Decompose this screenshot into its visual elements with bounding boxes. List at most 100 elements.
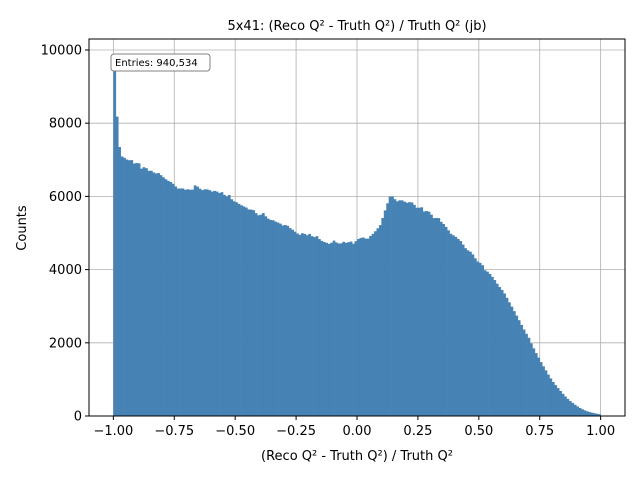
histogram-bar [395,201,399,416]
histogram-bar [556,388,560,416]
histogram-bar [264,216,268,416]
histogram-bar [359,238,363,416]
histogram-bar [522,329,526,416]
histogram-bar [430,214,433,416]
histogram-bar [149,170,153,416]
histogram-bar [544,370,548,416]
x-axis-ticks: −1.00 −0.75 −0.50 −0.25 0.00 0.25 0.50 0.75 1.00 [93,416,615,439]
histogram-bar [271,220,275,416]
histogram-bar [232,201,236,416]
histogram-bar [188,189,192,416]
histogram-bar [203,189,207,416]
y-axis-label: Counts [15,205,30,251]
histogram-bar [461,244,465,416]
histogram-bar [420,207,424,416]
histogram-bar [169,181,173,416]
histogram-bar [393,199,397,416]
x-tick-label: 0.75 [525,424,554,439]
histogram-bar [405,202,409,416]
histogram-bar [476,261,480,416]
histogram-bar [469,251,472,416]
histogram-bar [269,219,273,416]
histogram-bar [551,381,555,416]
histogram-bar [391,196,394,416]
histogram-bar [152,172,156,416]
histogram-bar [559,390,562,416]
x-tick-label: −0.75 [154,424,194,439]
histogram-bar [244,207,248,416]
x-tick-label: −0.25 [276,424,316,439]
histogram-bar [576,406,580,416]
histogram-bar [505,297,509,416]
histogram-bar [598,414,601,416]
histogram-bar [339,243,343,416]
histogram-bar [171,183,175,416]
histogram-bar [444,226,448,416]
histogram-bar [590,412,594,416]
histogram-bar [459,241,463,416]
histogram-bar [381,218,385,416]
histogram-bar [223,194,226,416]
histogram-bar [140,168,143,416]
histogram-bar [454,236,458,416]
histogram-bar [493,280,497,416]
entries-annotation: Entries: 940,534 [110,53,211,72]
histogram-bar [193,185,197,416]
histogram-bar [537,357,541,416]
histogram-bar [332,240,336,416]
histogram-bar [125,159,129,417]
entries-annotation-text: Entries: 940,534 [115,58,198,69]
histogram-bar [464,248,467,416]
histogram-bar [534,353,538,416]
histogram-bar [508,302,511,416]
histogram-bar [279,223,282,416]
histogram-bar [266,218,270,416]
histogram-bar [300,233,304,416]
histogram-bar [425,210,428,416]
histogram-bar [344,242,348,416]
histogram-bar [593,413,597,416]
histogram-bar [481,265,484,416]
x-axis-label: (Reco Q² - Truth Q²) / Truth Q² [261,449,453,464]
x-tick-label: 0.50 [464,424,493,439]
histogram-bar [422,211,426,416]
histogram-bar [478,262,482,416]
histogram-bar [132,163,136,416]
histogram-bar [162,177,165,416]
histogram-bar [347,242,350,416]
histogram-bar [442,224,446,416]
y-tick-label: 8000 [49,117,82,132]
histogram-bar [437,218,441,416]
histogram-bar [503,293,506,416]
y-tick-label: 6000 [49,190,82,205]
histogram-bar [542,366,545,416]
histogram-bar [398,200,402,416]
histogram-bar [159,175,163,416]
histogram-bar [456,238,460,416]
histogram-bar [366,238,370,416]
chart-title: 5x41: (Reco Q² - Truth Q²) / Truth Q² (j… [227,19,486,34]
histogram-bar [357,239,360,416]
y-tick-label: 0 [74,410,82,425]
histogram-bar [181,188,185,416]
histogram-bar [274,221,277,416]
histogram-bar [198,188,202,416]
histogram-bar [337,243,341,416]
histogram-bar [318,239,321,416]
histogram-bar [184,189,187,416]
histogram-bar [283,224,287,416]
histogram-bar [296,233,299,416]
histogram-bar [561,393,565,416]
histogram-bar [432,218,436,416]
histogram-bar [376,228,380,416]
histogram-bar [252,210,255,416]
histogram-bar [137,163,141,416]
histogram-bar [240,205,243,416]
histogram-bar [259,214,263,416]
x-tick-label: 0.25 [403,424,432,439]
histogram-bar [174,186,178,416]
histogram-bar [325,242,329,416]
histogram-bar [388,196,392,416]
histogram-bar [495,283,499,416]
